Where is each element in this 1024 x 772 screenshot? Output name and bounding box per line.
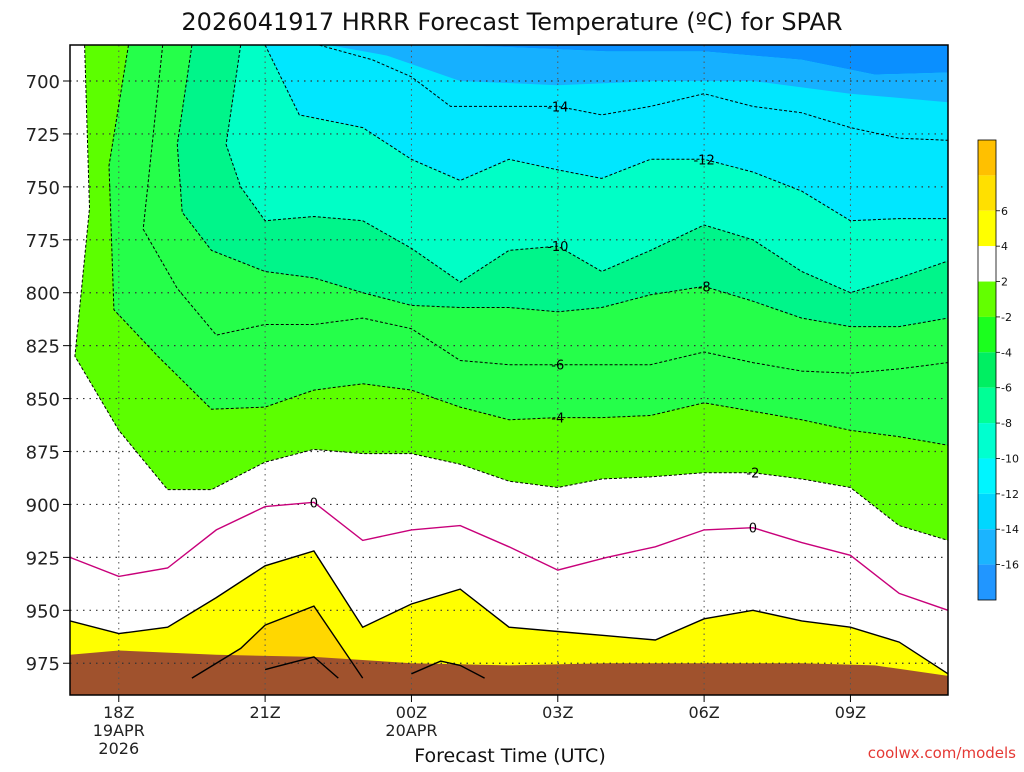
contour-4 bbox=[142, 45, 948, 374]
colorbar-segment-11 bbox=[978, 529, 996, 565]
y-tick-label-3: 775 bbox=[26, 231, 60, 252]
grid-layer bbox=[70, 45, 948, 695]
contour-label-1: -12 bbox=[693, 153, 714, 168]
colorbar-segment-4 bbox=[978, 281, 996, 317]
colorbar-label-9: 4 bbox=[1001, 240, 1008, 253]
contour-label-0: -14 bbox=[547, 100, 568, 115]
chart-title: 2026041917 HRRR Forecast Temperature (ºC… bbox=[181, 8, 842, 36]
y-tick-label-2: 750 bbox=[26, 178, 60, 199]
contour-7 bbox=[70, 501, 948, 611]
colorbar-segment-3 bbox=[978, 246, 996, 282]
contour-2 bbox=[225, 45, 948, 294]
colorbar-segment-9 bbox=[978, 458, 996, 494]
colorbar: -16 -14 -12 -10 -8 -6 -4 -2 2 4 6 bbox=[977, 139, 1019, 601]
colorbar-frame bbox=[977, 139, 997, 601]
colorbar-segment-7 bbox=[978, 387, 996, 424]
colorbar-segment-2 bbox=[978, 210, 996, 247]
colorbar-label-7: -2 bbox=[1001, 311, 1012, 324]
y-tick-label-8: 900 bbox=[26, 495, 60, 516]
colorbar-segment-8 bbox=[978, 423, 996, 459]
x-tick-label-3-0: 03Z bbox=[542, 703, 573, 722]
x-tick-label-0-0: 18Z bbox=[103, 703, 134, 722]
fill-coldest-region bbox=[435, 45, 948, 75]
x-tick-label-0-2: 2026 bbox=[98, 739, 139, 758]
y-axis: 700 725 750 775 800 825 850 875 900 925 950 975 bbox=[26, 72, 70, 675]
colorbar-segment-5 bbox=[978, 316, 996, 353]
x-tick-label-4-0: 06Z bbox=[688, 703, 719, 722]
y-tick-label-11: 975 bbox=[26, 654, 60, 675]
contour-6 bbox=[74, 45, 948, 541]
colorbar-label-5: -6 bbox=[1001, 382, 1012, 395]
contour-layer: -14 -12 -10 -8 -6 -4 -2 0 0 bbox=[70, 45, 948, 679]
colorbar-segment-12 bbox=[978, 564, 996, 600]
colorbar-label-10: 6 bbox=[1001, 205, 1008, 218]
y-tick-label-4: 800 bbox=[26, 284, 60, 305]
terrain-region bbox=[70, 650, 948, 695]
fill-band-5 bbox=[70, 45, 948, 695]
colorbar-segment-0 bbox=[978, 140, 996, 176]
colorbar-segment-1 bbox=[978, 175, 996, 211]
contour-label-8: 0 bbox=[749, 522, 757, 537]
contour-8 bbox=[70, 550, 948, 675]
y-tick-label-6: 850 bbox=[26, 390, 60, 411]
colorbar-segment-10 bbox=[978, 493, 996, 530]
y-tick-label-1: 725 bbox=[26, 125, 60, 146]
colorbar-label-1: -14 bbox=[1001, 523, 1019, 536]
y-tick-label-9: 925 bbox=[26, 548, 60, 569]
contour-5 bbox=[108, 45, 948, 446]
colorbar-label-6: -4 bbox=[1001, 346, 1012, 359]
x-tick-label-5-0: 09Z bbox=[835, 703, 866, 722]
contour-1 bbox=[264, 45, 948, 222]
contour-label-5: -4 bbox=[551, 412, 564, 427]
x-tick-label-2-1: 20APR bbox=[385, 721, 437, 740]
y-tick-label-5: 825 bbox=[26, 337, 60, 358]
fill-colder-region bbox=[328, 45, 948, 103]
contour-label-2: -10 bbox=[547, 240, 568, 255]
credit-text: coolwx.com/models bbox=[868, 744, 1016, 762]
contour-11 bbox=[411, 660, 485, 679]
colorbar-label-4: -8 bbox=[1001, 417, 1012, 430]
contour-label-4: -6 bbox=[551, 359, 564, 374]
colorbar-segment-6 bbox=[978, 352, 996, 388]
x-tick-label-0-1: 19APR bbox=[93, 721, 145, 740]
contour-3 bbox=[176, 45, 948, 328]
contour-label-6: -2 bbox=[746, 467, 759, 482]
y-tick-label-0: 700 bbox=[26, 72, 60, 93]
contour-0 bbox=[89, 45, 948, 141]
contour-label-3: -8 bbox=[698, 280, 711, 295]
y-tick-label-7: 875 bbox=[26, 443, 60, 464]
x-tick-label-2-0: 00Z bbox=[396, 703, 427, 722]
plot-frame bbox=[69, 44, 949, 696]
contour-10 bbox=[264, 656, 339, 679]
contour-9 bbox=[191, 605, 364, 679]
colorbar-label-2: -12 bbox=[1001, 488, 1019, 501]
contour-label-7: 0 bbox=[310, 496, 318, 511]
colorbar-label-3: -10 bbox=[1001, 452, 1019, 465]
colorbar-label-8: 2 bbox=[1001, 276, 1008, 289]
y-tick-label-10: 950 bbox=[26, 601, 60, 622]
colorbar-label-0: -16 bbox=[1001, 559, 1019, 572]
temperature-fill-layer bbox=[70, 45, 948, 695]
x-axis-label: Forecast Time (UTC) bbox=[414, 745, 605, 767]
x-tick-label-1-0: 21Z bbox=[249, 703, 280, 722]
